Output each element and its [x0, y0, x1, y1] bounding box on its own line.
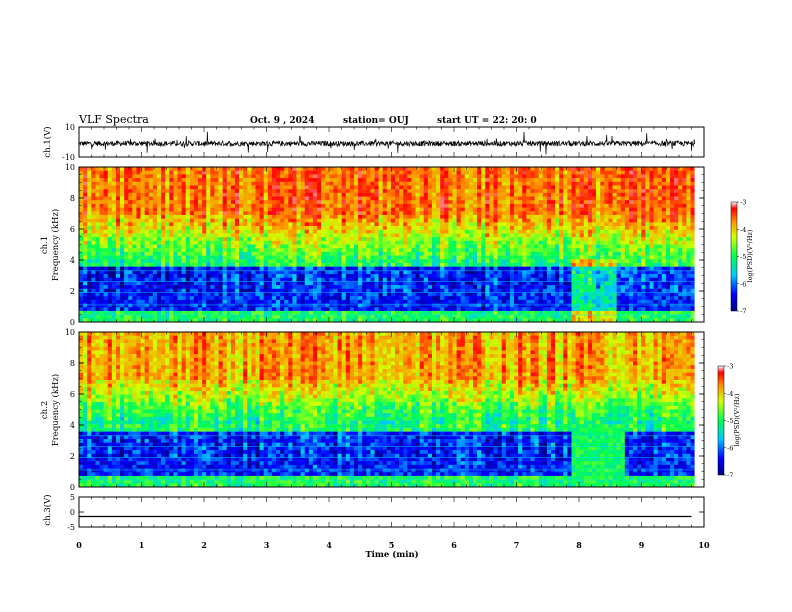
ch1-spec-ytick-label: 8 [70, 194, 75, 203]
ch1-freq-label: Frequency (kHz) [50, 209, 61, 281]
ch1-colorbar-tick-label: -4 [740, 226, 746, 234]
ch2-colorbar-tick-label: -5 [727, 417, 733, 425]
ch1-waveform-panel: 10 -10 [62, 123, 705, 162]
ch2-spec-frame [78, 331, 705, 488]
ch1-waveform-trace [78, 131, 695, 155]
ch1-spec-ytick-label: 0 [70, 318, 75, 327]
ch1-spec-label: ch.1 [40, 236, 50, 254]
start-time-label: start UT = 22: 20: 0 [437, 116, 537, 126]
ch2-spec-ytick-label: 8 [70, 359, 75, 368]
x-tick-label: 4 [326, 540, 332, 550]
ch1-volt-label: ch.1(V) [42, 126, 53, 157]
ch1-colorbar-tick-label: -3 [740, 199, 746, 207]
ch2-colorbar-tick-label: -7 [727, 472, 733, 480]
figure-title: VLF Spectra [78, 113, 149, 126]
ch2-spec-ytick-label: 2 [70, 452, 75, 461]
x-tick-label: 2 [201, 540, 207, 550]
x-tick-label: 8 [576, 540, 582, 550]
ch3-volt-label: ch.3(V) [42, 494, 53, 525]
ch1-colorbar-label: log(PSD)(V²/Hz) [746, 229, 754, 282]
ch2-spec-empty-region [694, 332, 704, 487]
ch1-spec-ytick-label: 2 [70, 287, 75, 296]
ch3-waveform-frame [78, 496, 705, 528]
ch1-wave-ytick-label: -10 [62, 153, 75, 162]
ch1-colorbar-tick-label: -5 [740, 253, 746, 261]
ch2-spectrogram-panel: 0 2 4 6 8 10 [65, 328, 705, 492]
ch2-colorbar-tick-label: -4 [727, 390, 733, 398]
x-tick-label: 3 [264, 540, 270, 550]
ch2-spec-heatmap [79, 332, 695, 488]
ch1-spec-ytick-label: 10 [65, 163, 75, 172]
station-label: station= OUJ [343, 116, 409, 126]
time-axis: 0 1 2 3 4 5 6 7 8 9 10 [76, 540, 710, 550]
x-tick-label: 6 [451, 540, 457, 550]
ch1-spec-empty-region [694, 167, 704, 322]
ch3-wave-ytick-label: -5 [67, 523, 75, 532]
ch2-spec-ytick-label: 6 [70, 390, 75, 399]
ch1-spec-ytick-label: 6 [70, 225, 75, 234]
date-label: Oct. 9 , 2024 [250, 116, 314, 126]
ch1-spectrogram-panel: 0 2 4 6 8 10 [65, 163, 705, 327]
ch2-spec-label: ch.2 [40, 401, 50, 419]
ch1-colorbar: log(PSD)(V²/Hz) -3 -4 -5 -6 -7 [730, 199, 754, 316]
x-tick-label: 5 [389, 540, 395, 550]
ch1-colorbar-tick-label: -6 [740, 280, 746, 288]
ch1-spec-frame [78, 166, 705, 323]
ch2-colorbar-tick-label: -6 [727, 444, 733, 452]
x-tick-label: 0 [76, 540, 82, 550]
ch1-waveform-frame [78, 126, 705, 158]
ch1-spec-heatmap [79, 167, 695, 323]
x-tick-label: 1 [139, 540, 145, 550]
ch2-colorbar-tick-label: -3 [727, 363, 733, 371]
ch1-spec-ytick-label: 4 [70, 256, 75, 265]
ch3-waveform-panel: 5 0 -5 [67, 493, 705, 532]
ch1-wave-ytick-label: 10 [65, 123, 75, 132]
x-tick-label: 7 [514, 540, 520, 550]
ch2-colorbar-label: log(PSD)(V²/Hz) [733, 393, 741, 446]
ch2-spec-ytick-label: 4 [70, 421, 75, 430]
ch3-wave-ytick-label: 0 [70, 508, 75, 517]
ch3-wave-ytick-label: 5 [70, 493, 75, 502]
ch2-colorbar: log(PSD)(V²/Hz) -3 -4 -5 -6 -7 [717, 363, 741, 480]
ch2-spec-ytick-label: 10 [65, 328, 75, 337]
ch2-spec-ytick-label: 0 [70, 483, 75, 492]
ch1-colorbar-tick-label: -7 [740, 308, 746, 316]
x-tick-label: 9 [639, 540, 645, 550]
x-axis-label: Time (min) [365, 549, 418, 560]
ch2-freq-label: Frequency (kHz) [50, 374, 61, 446]
x-tick-label: 10 [698, 540, 710, 550]
